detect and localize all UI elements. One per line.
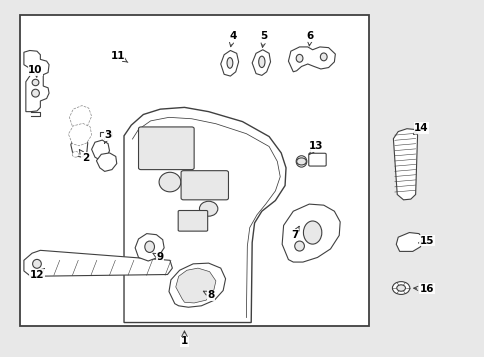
- Ellipse shape: [159, 172, 181, 192]
- Ellipse shape: [32, 79, 39, 86]
- Ellipse shape: [294, 241, 304, 251]
- Circle shape: [296, 158, 306, 165]
- Text: 11: 11: [110, 51, 128, 62]
- FancyBboxPatch shape: [138, 127, 194, 170]
- Polygon shape: [393, 129, 417, 200]
- Ellipse shape: [303, 221, 321, 244]
- Polygon shape: [282, 204, 339, 262]
- Text: 1: 1: [181, 336, 188, 346]
- Text: 12: 12: [30, 269, 45, 280]
- Ellipse shape: [258, 56, 264, 67]
- Ellipse shape: [32, 260, 41, 268]
- Ellipse shape: [296, 156, 306, 167]
- Polygon shape: [168, 263, 225, 307]
- Polygon shape: [124, 107, 286, 322]
- Text: 7: 7: [290, 226, 299, 240]
- Text: 15: 15: [418, 236, 434, 246]
- Ellipse shape: [31, 89, 39, 97]
- Polygon shape: [71, 134, 88, 157]
- Polygon shape: [24, 50, 49, 112]
- FancyBboxPatch shape: [20, 15, 368, 326]
- Text: 4: 4: [228, 31, 236, 47]
- FancyBboxPatch shape: [308, 153, 326, 166]
- Polygon shape: [91, 140, 109, 160]
- Polygon shape: [288, 47, 334, 72]
- Text: 6: 6: [306, 31, 313, 46]
- Polygon shape: [175, 268, 215, 303]
- Text: 16: 16: [413, 284, 434, 294]
- Polygon shape: [395, 232, 422, 251]
- Circle shape: [396, 285, 405, 291]
- Ellipse shape: [199, 201, 217, 216]
- Ellipse shape: [296, 54, 302, 62]
- Text: 9: 9: [152, 252, 164, 262]
- Text: 14: 14: [413, 123, 428, 135]
- Text: 13: 13: [308, 141, 323, 154]
- FancyBboxPatch shape: [178, 211, 207, 231]
- Ellipse shape: [227, 57, 232, 68]
- Ellipse shape: [145, 241, 154, 252]
- Polygon shape: [252, 50, 270, 75]
- FancyBboxPatch shape: [181, 171, 228, 200]
- Polygon shape: [24, 250, 172, 276]
- Ellipse shape: [320, 53, 326, 61]
- Text: 10: 10: [28, 65, 43, 77]
- Text: 8: 8: [203, 290, 214, 300]
- Polygon shape: [220, 50, 238, 76]
- Polygon shape: [69, 106, 91, 129]
- Ellipse shape: [72, 151, 79, 157]
- Circle shape: [392, 282, 409, 295]
- Polygon shape: [135, 233, 164, 261]
- Text: 5: 5: [260, 31, 267, 47]
- Polygon shape: [68, 124, 91, 146]
- Polygon shape: [96, 153, 117, 171]
- Text: 3: 3: [104, 130, 111, 143]
- Text: 2: 2: [79, 150, 89, 163]
